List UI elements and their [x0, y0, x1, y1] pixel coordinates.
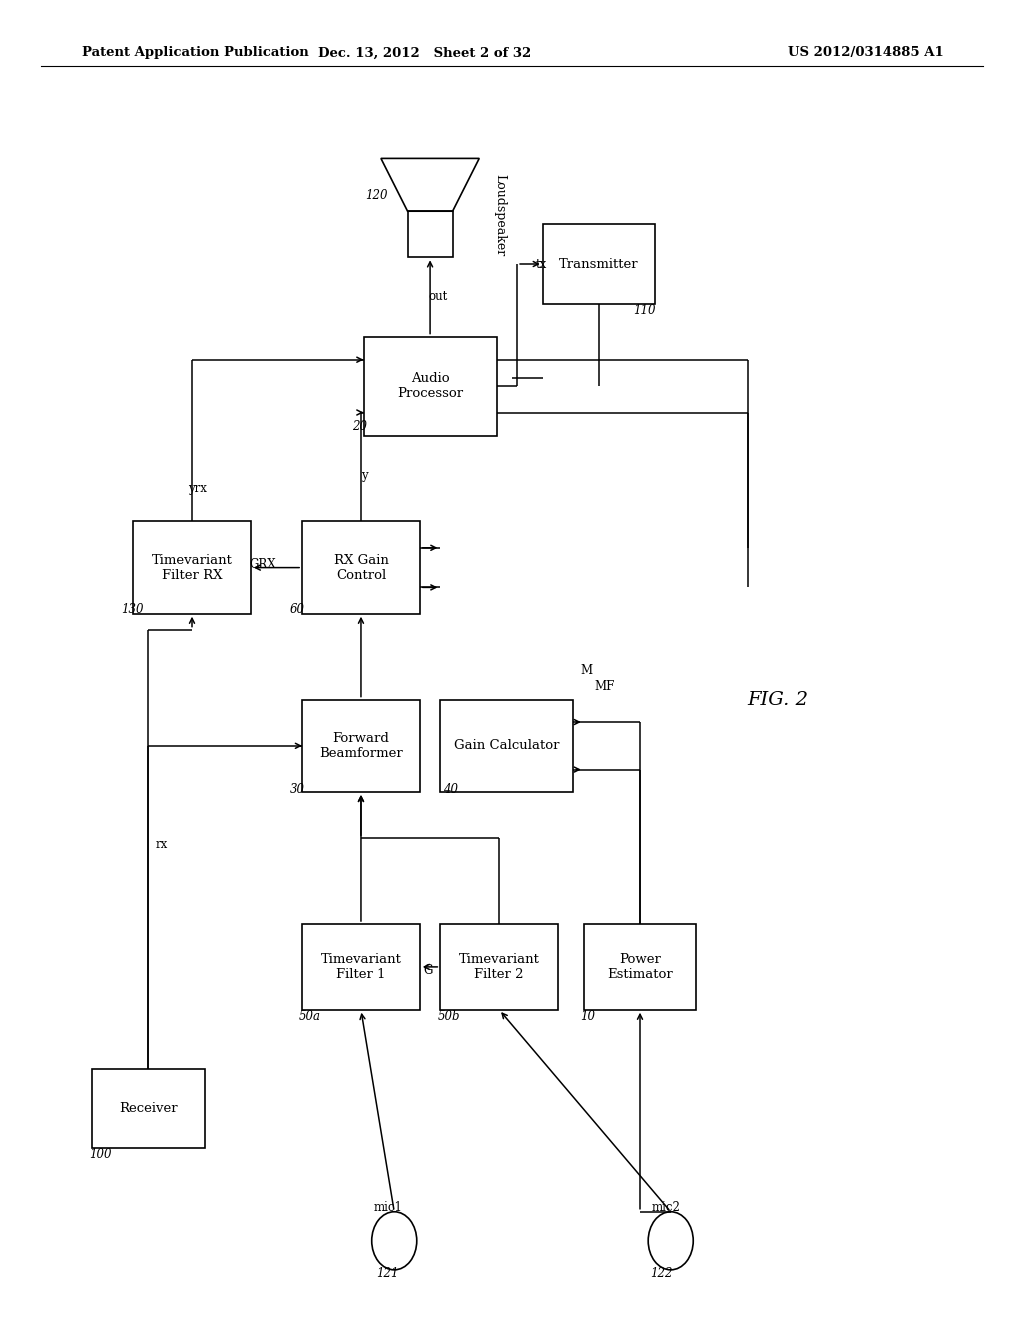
- Text: Loudspeaker: Loudspeaker: [494, 174, 507, 256]
- Bar: [133, 521, 251, 614]
- Text: RX Gain
Control: RX Gain Control: [334, 553, 388, 582]
- Text: GRX: GRX: [250, 558, 276, 572]
- Text: out: out: [428, 290, 447, 304]
- Text: 100: 100: [89, 1148, 112, 1162]
- Text: Transmitter: Transmitter: [559, 257, 639, 271]
- Bar: [92, 1069, 205, 1148]
- Text: 40: 40: [443, 783, 459, 796]
- Text: mic2: mic2: [651, 1201, 680, 1214]
- Text: MF: MF: [594, 680, 614, 693]
- Text: Forward
Beamformer: Forward Beamformer: [319, 731, 402, 760]
- Bar: [302, 521, 420, 614]
- Bar: [408, 211, 453, 257]
- Text: Receiver: Receiver: [119, 1102, 178, 1115]
- Bar: [440, 700, 573, 792]
- Text: tx: tx: [536, 257, 547, 271]
- Text: 110: 110: [633, 304, 655, 317]
- Text: Power
Estimator: Power Estimator: [607, 953, 673, 981]
- Bar: [302, 924, 420, 1010]
- Text: yrx: yrx: [188, 482, 207, 495]
- Text: FIG. 2: FIG. 2: [748, 690, 809, 709]
- Text: Audio
Processor: Audio Processor: [397, 372, 463, 400]
- Text: 60: 60: [290, 603, 305, 616]
- Text: 20: 20: [352, 420, 368, 433]
- Text: 120: 120: [366, 189, 388, 202]
- Bar: [584, 924, 696, 1010]
- Text: 30: 30: [290, 783, 305, 796]
- Bar: [302, 700, 420, 792]
- Text: US 2012/0314885 A1: US 2012/0314885 A1: [788, 46, 944, 59]
- Text: Patent Application Publication: Patent Application Publication: [82, 46, 308, 59]
- Text: 122: 122: [650, 1267, 673, 1280]
- Text: y: y: [361, 469, 368, 482]
- Text: 50b: 50b: [437, 1010, 460, 1023]
- Text: G: G: [423, 964, 432, 977]
- Bar: [364, 337, 497, 436]
- Text: 10: 10: [581, 1010, 596, 1023]
- Text: 121: 121: [376, 1267, 398, 1280]
- Text: Timevariant
Filter RX: Timevariant Filter RX: [152, 553, 232, 582]
- Text: Dec. 13, 2012   Sheet 2 of 32: Dec. 13, 2012 Sheet 2 of 32: [318, 46, 531, 59]
- Text: 50a: 50a: [299, 1010, 321, 1023]
- Text: Timevariant
Filter 2: Timevariant Filter 2: [459, 953, 540, 981]
- Text: Gain Calculator: Gain Calculator: [454, 739, 560, 752]
- Text: Timevariant
Filter 1: Timevariant Filter 1: [321, 953, 401, 981]
- Text: 130: 130: [121, 603, 143, 616]
- Text: mic1: mic1: [374, 1201, 402, 1214]
- Text: M: M: [581, 664, 593, 677]
- Bar: [543, 224, 655, 304]
- Bar: [440, 924, 558, 1010]
- Text: rx: rx: [156, 838, 168, 851]
